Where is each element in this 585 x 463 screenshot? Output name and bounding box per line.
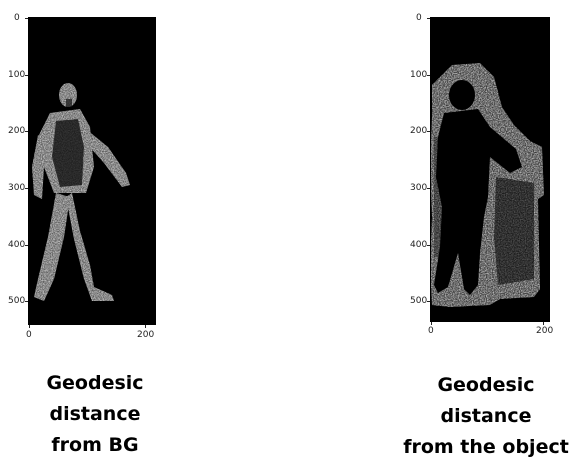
right-y-tick-label: 100: [410, 70, 428, 80]
right-y-tick-label: 500: [410, 296, 428, 306]
right-y-tick-mark: [427, 245, 430, 246]
right-y-tick-mark: [427, 301, 430, 302]
left-y-tick-mark: [25, 131, 28, 132]
left-caption: Geodesic distance from BG: [0, 368, 190, 461]
left-y-tick-label: 300: [8, 183, 26, 193]
left-x-tick-mark: [145, 325, 146, 328]
right-caption-line2: from the object: [403, 436, 569, 458]
left-y-tick-mark: [25, 245, 28, 246]
left-y-tick-label: 200: [8, 126, 26, 136]
right-y-tick-mark: [427, 18, 430, 19]
right-y-tick-mark: [427, 188, 430, 189]
right-figure-panel: 0 100 200 300 400 500: [385, 0, 585, 458]
left-caption-line2: from BG: [51, 434, 139, 456]
left-y-tick-label: 100: [8, 70, 26, 80]
right-x-tick-mark: [431, 322, 432, 325]
right-y-tick-label: 200: [410, 126, 428, 136]
left-y-tick-mark: [25, 75, 28, 76]
left-image-area: [28, 17, 156, 325]
right-caption: Geodesic distance from the object: [391, 370, 581, 463]
right-y-tick-mark: [427, 131, 430, 132]
left-figure-panel: 0 100 200 300 400 500: [0, 0, 200, 456]
right-y-tick-label: 400: [410, 240, 428, 250]
left-y-tick-label: 500: [8, 296, 26, 306]
right-y-tick-label: 0: [416, 13, 422, 23]
right-y-tick-mark: [427, 75, 430, 76]
left-y-tick-mark: [25, 188, 28, 189]
right-caption-line1: Geodesic distance: [437, 374, 535, 427]
left-y-tick-label: 400: [8, 240, 26, 250]
left-y-tick-label: 0: [14, 13, 20, 23]
right-x-tick-label: 200: [536, 326, 554, 336]
left-x-tick-label: 0: [26, 330, 32, 340]
left-y-tick-mark: [25, 301, 28, 302]
left-caption-line1: Geodesic distance: [46, 372, 144, 425]
right-x-tick-label: 0: [428, 326, 434, 336]
left-y-tick-mark: [25, 18, 28, 19]
left-x-tick-label: 200: [137, 330, 155, 340]
right-x-tick-mark: [543, 322, 544, 325]
right-image-area: [430, 17, 550, 322]
right-y-tick-label: 300: [410, 183, 428, 193]
left-x-tick-mark: [29, 325, 30, 328]
person-silhouette-figure: [430, 63, 544, 307]
walking-person-figure: [32, 83, 130, 301]
